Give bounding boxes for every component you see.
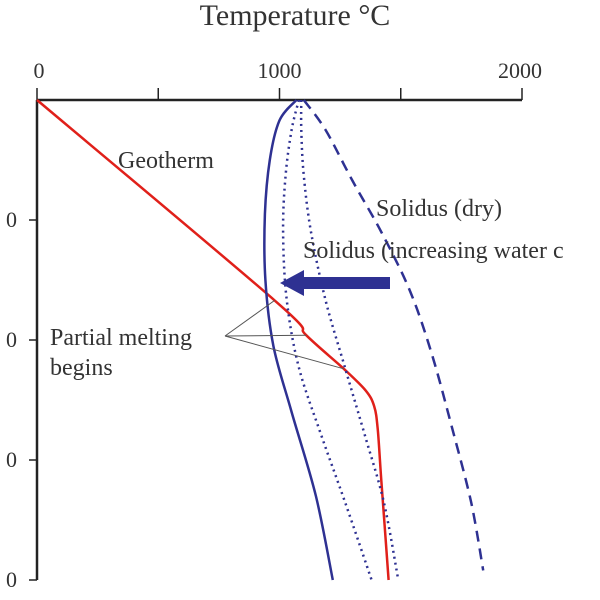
partial-melting-label-line2: begins	[50, 355, 113, 381]
y-tick-label: 0	[6, 207, 17, 232]
y-tick-label: 0	[6, 447, 17, 472]
melting-leader-line	[224, 334, 307, 337]
solidus-wet-line-2	[281, 99, 373, 581]
melting-leader-line	[224, 335, 344, 370]
y-tick-label: 0	[6, 327, 17, 352]
x-tick-label: 1000	[258, 58, 302, 83]
water-content-arrow	[280, 270, 390, 296]
y-tick-label: 0	[6, 567, 17, 592]
x-tick-label: 2000	[498, 58, 542, 83]
geotherm-label: Geotherm	[118, 148, 214, 174]
solidus-dry-line	[302, 99, 485, 571]
plot-area: 0 1000 2000 0 0 0 0	[6, 58, 542, 592]
partial-melting-label-line1: Partial melting	[50, 325, 192, 351]
solidus-wet-label: Solidus (increasing water c	[303, 238, 564, 264]
chart-title: Temperature °C	[200, 0, 391, 32]
geotherm-line	[36, 99, 390, 581]
melting-leader-line	[224, 299, 275, 337]
solidus-wet-line-1	[263, 99, 335, 581]
solidus-dry-label: Solidus (dry)	[376, 196, 502, 222]
x-tick-label: 0	[34, 58, 45, 83]
